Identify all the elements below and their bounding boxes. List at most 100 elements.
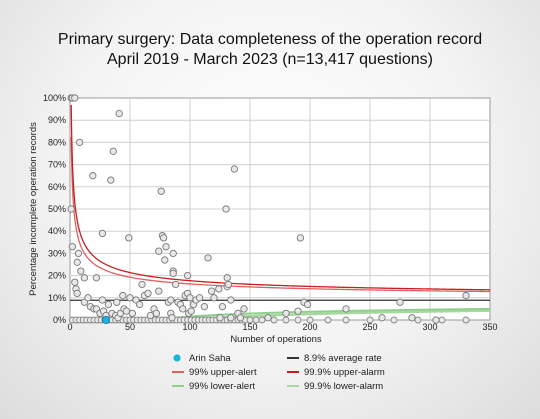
y-tick-label: 20% — [48, 271, 66, 281]
chart-title: Primary surgery: Data completeness of th… — [57, 31, 483, 48]
y-axis-ticks: 0% 10% 20% 30% 40% 50% 60% 70% 80% 90% 100% — [43, 93, 66, 325]
data-point — [366, 316, 374, 324]
data-point — [186, 294, 194, 302]
x-tick-label: 50 — [125, 322, 135, 332]
legend: Arin Saha 8.9% average rate 99% upper-aler… — [172, 353, 385, 392]
data-point — [119, 291, 127, 300]
data-point — [71, 278, 79, 286]
x-tick-label: 250 — [362, 322, 377, 332]
data-point — [252, 316, 260, 324]
data-point — [75, 138, 84, 147]
data-point — [171, 280, 180, 289]
data-point — [159, 234, 168, 242]
data-point — [216, 314, 224, 322]
y-axis-label: Percentage incomplete operation records — [28, 122, 39, 296]
legend-label: 99.9% lower-alarm — [304, 381, 383, 392]
data-point — [183, 271, 192, 280]
data-point — [169, 249, 177, 258]
legend-label: Arin Saha — [189, 353, 231, 364]
data-point — [224, 280, 233, 289]
data-point — [126, 294, 134, 302]
data-point — [169, 269, 177, 278]
data-point — [240, 305, 248, 313]
data-point — [122, 307, 131, 315]
legend-label: 99% lower-alert — [189, 381, 255, 392]
data-point — [98, 229, 107, 238]
data-point — [246, 316, 254, 324]
data-point — [222, 205, 230, 213]
y-tick-label: 100% — [43, 93, 66, 103]
data-point — [115, 109, 123, 118]
data-point — [71, 94, 79, 102]
chart-subtitle: April 2019 - March 2023 (n=13,417 questi… — [107, 51, 433, 68]
data-point — [168, 314, 176, 322]
x-tick-label: 0 — [67, 322, 72, 332]
data-point — [144, 289, 152, 298]
data-point — [109, 147, 117, 155]
y-tick-label: 80% — [48, 137, 66, 147]
data-point — [258, 316, 266, 324]
data-point — [432, 316, 440, 324]
upper-alert-line — [70, 137, 491, 293]
y-tick-label: 50% — [48, 204, 66, 214]
x-tick-label: 150 — [242, 322, 257, 332]
data-point — [324, 316, 332, 324]
legend-label: 99.9% upper-alarm — [304, 367, 385, 378]
data-point — [77, 267, 85, 275]
x-tick-label: 350 — [482, 322, 497, 332]
upper-alarm-line — [70, 104, 491, 291]
data-point — [113, 298, 121, 306]
chart-title-block: Primary surgery: Data completeness of th… — [0, 30, 540, 70]
y-tick-label: 90% — [48, 115, 66, 125]
data-point — [210, 294, 218, 302]
data-point — [162, 243, 170, 251]
data-point — [73, 289, 81, 298]
y-tick-label: 0% — [53, 315, 66, 325]
data-point — [303, 300, 312, 309]
y-tick-label: 10% — [48, 293, 66, 303]
data-point — [462, 316, 470, 324]
highlight-layer — [102, 315, 111, 324]
y-tick-label: 30% — [48, 248, 66, 258]
data-point — [207, 287, 216, 295]
data-point — [462, 291, 470, 300]
data-point — [342, 305, 350, 313]
data-point — [107, 176, 115, 184]
y-tick-label: 60% — [48, 182, 66, 192]
data-point — [104, 300, 113, 309]
data-point — [167, 296, 175, 304]
data-point — [98, 296, 107, 304]
data-point — [84, 294, 92, 302]
data-point — [157, 187, 165, 195]
data-point — [230, 165, 239, 173]
data-point — [80, 274, 89, 282]
data-point — [264, 314, 272, 322]
data-point — [270, 316, 278, 324]
x-tick-label: 200 — [302, 322, 317, 332]
data-point — [73, 258, 81, 266]
data-point — [227, 296, 235, 304]
data-point — [138, 280, 146, 289]
data-point — [306, 316, 314, 324]
x-tick-label: 300 — [422, 322, 437, 332]
data-point — [92, 274, 101, 282]
data-point — [282, 309, 290, 317]
data-points — [67, 94, 470, 324]
data-point — [161, 256, 169, 264]
data-point — [200, 303, 209, 311]
data-point — [152, 309, 161, 317]
data-point — [155, 287, 163, 295]
grid — [70, 98, 490, 320]
data-point — [227, 314, 235, 322]
x-axis-ticks: 0 50 100 150 200 250 300 350 — [67, 322, 497, 332]
data-point — [296, 234, 305, 242]
data-point — [218, 303, 227, 311]
data-point — [146, 311, 155, 320]
legend-marker — [173, 354, 181, 362]
x-tick-label: 100 — [182, 322, 197, 332]
data-point — [378, 314, 386, 322]
data-point — [342, 316, 350, 324]
data-point — [396, 298, 404, 306]
data-point — [414, 316, 422, 324]
